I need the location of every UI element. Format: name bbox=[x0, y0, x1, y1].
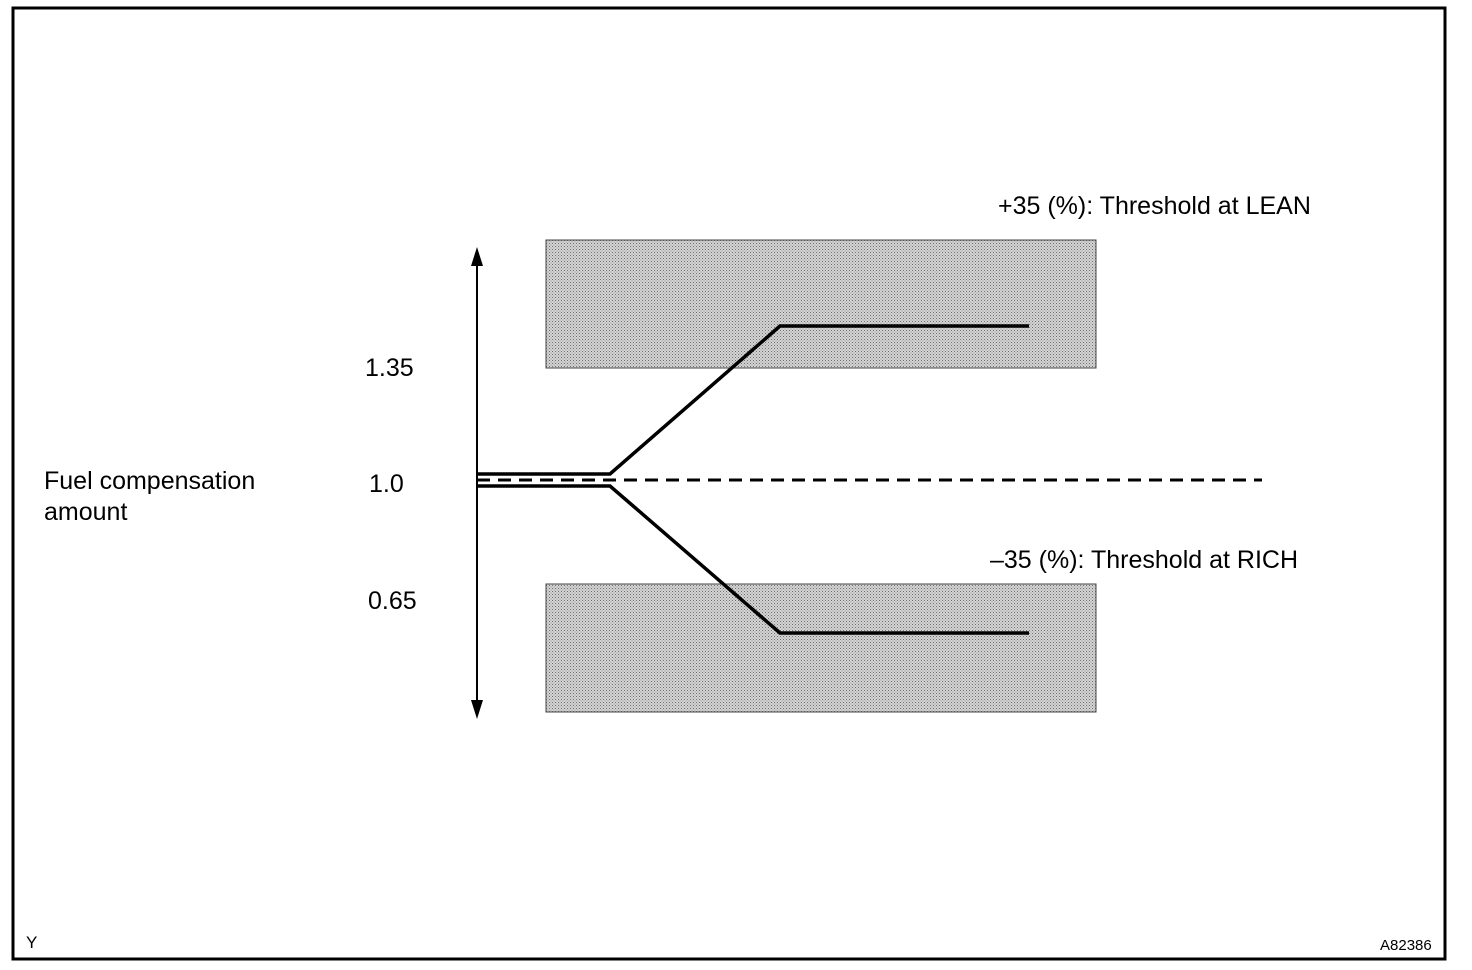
rich-compensation-line bbox=[477, 484, 1029, 635]
axis-label-line2: amount bbox=[44, 498, 127, 526]
tick-label-center: 1.0 bbox=[369, 470, 404, 498]
rich-threshold-zone bbox=[545, 583, 1097, 713]
lean-threshold-label: +35 (%): Threshold at LEAN bbox=[998, 192, 1311, 220]
lean-threshold-zone bbox=[545, 239, 1097, 369]
rich-threshold-label: –35 (%): Threshold at RICH bbox=[990, 546, 1298, 574]
figure-frame bbox=[11, 6, 1447, 961]
tick-label-lower: 0.65 bbox=[368, 587, 417, 615]
lean-compensation-line bbox=[477, 324, 1029, 476]
arrow-down-icon bbox=[471, 700, 483, 719]
arrow-up-icon bbox=[471, 247, 483, 266]
axis-label-line1: Fuel compensation bbox=[44, 467, 255, 495]
tick-label-upper: 1.35 bbox=[365, 354, 414, 382]
corner-code-label: Y bbox=[26, 933, 37, 952]
figure-id-label: A82386 bbox=[1380, 937, 1432, 954]
